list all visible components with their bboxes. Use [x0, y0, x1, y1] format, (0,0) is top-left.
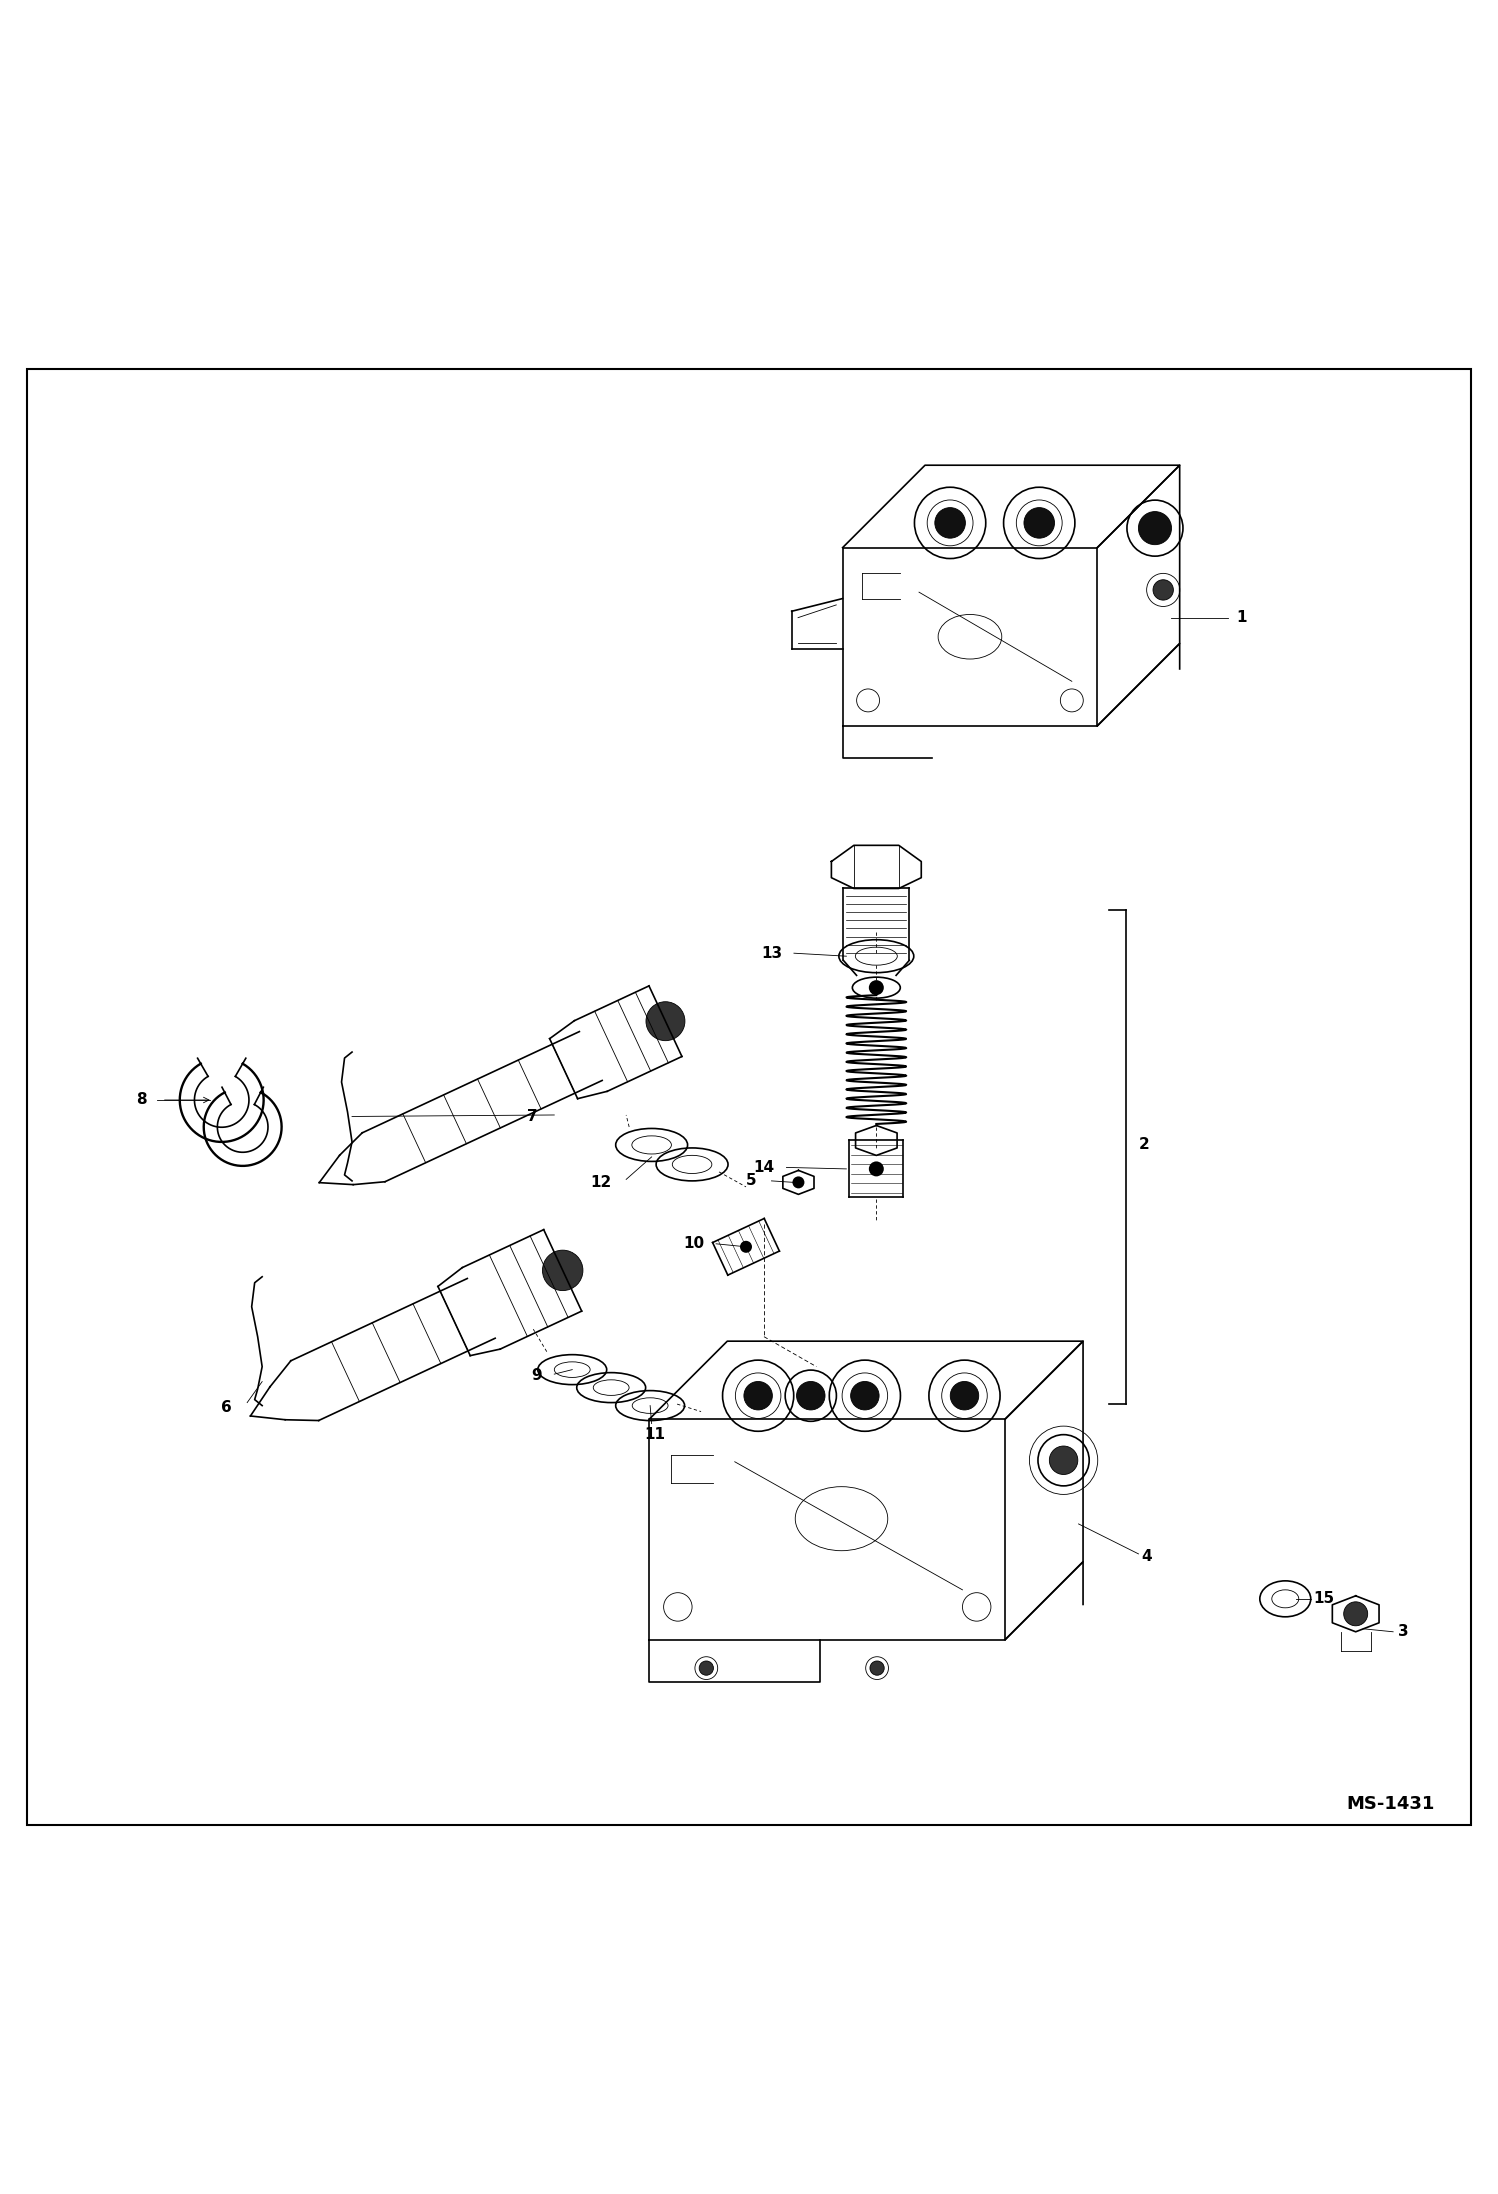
Circle shape [792, 1176, 804, 1189]
Circle shape [869, 981, 884, 996]
Circle shape [1138, 511, 1171, 544]
Circle shape [1153, 579, 1173, 601]
Text: 8: 8 [136, 1093, 147, 1108]
Text: 1: 1 [1236, 610, 1246, 625]
Text: 14: 14 [753, 1161, 774, 1176]
Text: 10: 10 [683, 1235, 704, 1251]
Circle shape [542, 1251, 583, 1290]
Circle shape [1025, 507, 1055, 538]
Text: 5: 5 [746, 1174, 756, 1189]
Text: 13: 13 [761, 946, 782, 961]
Text: 3: 3 [1398, 1624, 1408, 1639]
Circle shape [646, 1003, 685, 1040]
Circle shape [851, 1382, 879, 1411]
Circle shape [950, 1382, 978, 1411]
Text: 15: 15 [1314, 1591, 1335, 1606]
Circle shape [700, 1661, 713, 1676]
Text: 9: 9 [532, 1369, 542, 1382]
Text: 7: 7 [527, 1108, 538, 1123]
Circle shape [1050, 1446, 1079, 1474]
Circle shape [740, 1242, 752, 1253]
Text: 6: 6 [222, 1400, 232, 1415]
Text: 2: 2 [1138, 1136, 1149, 1152]
Circle shape [797, 1382, 825, 1411]
Text: 11: 11 [644, 1426, 665, 1441]
Text: MS-1431: MS-1431 [1347, 1795, 1435, 1812]
Circle shape [935, 507, 965, 538]
Circle shape [870, 1661, 884, 1676]
Circle shape [745, 1382, 773, 1411]
Text: 12: 12 [590, 1174, 611, 1189]
Circle shape [869, 1161, 884, 1176]
Text: 4: 4 [1141, 1549, 1152, 1564]
Circle shape [1344, 1602, 1368, 1626]
